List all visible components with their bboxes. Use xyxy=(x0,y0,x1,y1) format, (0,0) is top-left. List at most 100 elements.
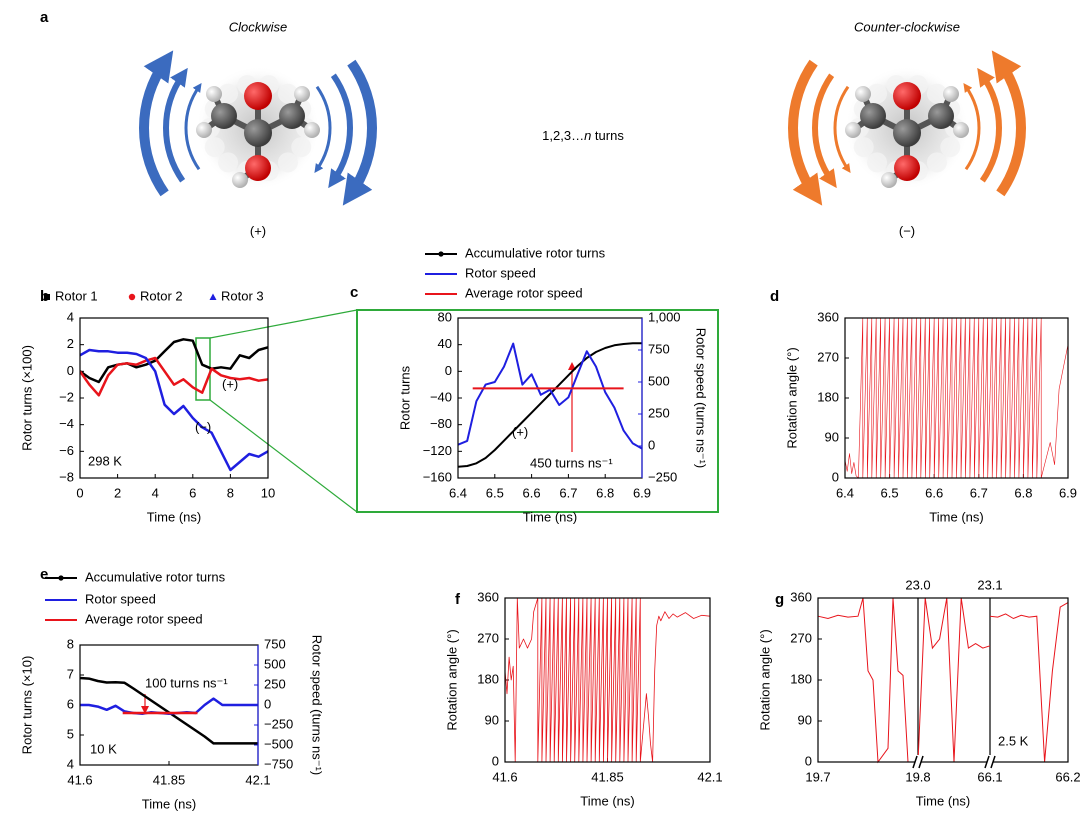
axis-break xyxy=(984,755,990,769)
annotation: 2.5 K xyxy=(998,733,1029,748)
atom-c xyxy=(860,103,886,129)
ghost-atom xyxy=(853,137,874,158)
y2-tick-label: 750 xyxy=(264,636,286,651)
x-axis-label: Time (ns) xyxy=(142,796,196,811)
series-line xyxy=(458,342,642,450)
legend-swatch xyxy=(58,575,64,581)
y2-tick-label: 0 xyxy=(648,437,655,452)
atom-h xyxy=(294,86,310,102)
y2-tick-label: −750 xyxy=(264,756,293,771)
x-tick-label: 6.8 xyxy=(1014,485,1032,500)
x-axis-label: Time (ns) xyxy=(929,509,983,524)
arrow-head xyxy=(141,706,149,714)
series-line xyxy=(845,318,1068,478)
zoom-connector xyxy=(209,399,358,513)
rotation-arrow xyxy=(991,50,1026,197)
y-tick-label: −2 xyxy=(59,389,74,404)
panel-letter: c xyxy=(350,284,358,301)
center-label-part: n xyxy=(584,128,591,143)
molecule-drawings xyxy=(139,50,1026,206)
panel-letter: f xyxy=(455,591,461,608)
x-tick-label: 6.5 xyxy=(486,485,504,500)
y-tick-label: 270 xyxy=(817,349,839,364)
y-tick-label: 90 xyxy=(798,712,812,727)
y-axis-label: Rotor turns xyxy=(397,365,412,430)
atom-h xyxy=(206,86,222,102)
rotation-arrow xyxy=(833,85,851,173)
legend-label: Accumulative rotor turns xyxy=(465,245,606,260)
atom-c xyxy=(928,103,954,129)
y-tick-label: −8 xyxy=(59,469,74,484)
atom-h xyxy=(953,122,969,138)
y-tick-label: 6 xyxy=(67,696,74,711)
y-tick-label: 180 xyxy=(477,671,499,686)
legend-label: Rotor speed xyxy=(85,591,156,606)
ghost-atom xyxy=(204,137,225,158)
x-tick-label: 41.6 xyxy=(67,772,92,787)
y-tick-label: 180 xyxy=(817,389,839,404)
y2-tick-label: 500 xyxy=(648,373,670,388)
y-tick-label: 8 xyxy=(67,636,74,651)
legend-label: Average rotor speed xyxy=(85,611,203,626)
x-tick-label: 19.7 xyxy=(805,769,830,784)
y-tick-label: 180 xyxy=(790,671,812,686)
y-tick-label: 7 xyxy=(67,666,74,681)
zoom-frame xyxy=(356,309,719,513)
legend-swatch xyxy=(44,294,50,300)
y2-tick-label: 500 xyxy=(264,656,286,671)
legend-label: Rotor speed xyxy=(465,265,536,280)
zoom-connector xyxy=(209,309,358,339)
rotation-arrow xyxy=(314,85,332,173)
x-tick-label: 6.4 xyxy=(836,485,854,500)
series-line xyxy=(505,598,710,762)
atom-o xyxy=(245,155,271,181)
ghost-atom xyxy=(940,137,961,158)
plot-frame xyxy=(844,317,1069,479)
y-tick-label: 270 xyxy=(790,630,812,645)
y-tick-label: 4 xyxy=(67,309,74,324)
x-axis-label: Time (ns) xyxy=(916,793,970,808)
series-line xyxy=(80,348,268,472)
rotation-arrow xyxy=(328,73,353,189)
x-tick-label: 10 xyxy=(261,485,275,500)
y-tick-label: 4 xyxy=(67,756,74,771)
y2-axis-label: Rotor speed (turns ns⁻¹) xyxy=(694,328,709,469)
y-tick-label: 360 xyxy=(817,309,839,324)
left-sign: (+) xyxy=(250,223,266,238)
atom-c xyxy=(244,119,272,147)
y-tick-label: 0 xyxy=(492,753,499,768)
x-tick-label: 6.7 xyxy=(970,485,988,500)
y-tick-label: −40 xyxy=(430,389,452,404)
y-axis-label: Rotation angle (°) xyxy=(784,347,799,448)
x-tick-label: 4 xyxy=(152,485,159,500)
legend-label: Average rotor speed xyxy=(465,285,583,300)
x-tick-label: 6.6 xyxy=(523,485,541,500)
x-axis-label: Time (ns) xyxy=(523,509,577,524)
x-tick-label: 6.9 xyxy=(1059,485,1077,500)
axis-break xyxy=(990,755,996,769)
atom-c xyxy=(279,103,305,129)
atom-h xyxy=(232,172,248,188)
y-axis-label: Rotor turns (×10) xyxy=(19,656,34,755)
series-line xyxy=(80,356,268,397)
y2-tick-label: 750 xyxy=(648,341,670,356)
y-tick-label: 0 xyxy=(67,363,74,378)
series-line xyxy=(989,602,1069,763)
series-line xyxy=(458,342,642,468)
atom-h xyxy=(881,172,897,188)
rotation-arrow xyxy=(184,83,202,171)
ghost-atom xyxy=(277,152,298,173)
ghost-atom xyxy=(291,137,312,158)
atom-h xyxy=(855,86,871,102)
y2-tick-label: 250 xyxy=(264,676,286,691)
y-tick-label: −80 xyxy=(430,416,452,431)
rotation-arrow xyxy=(163,67,188,183)
x-tick-label: 19.8 xyxy=(905,769,930,784)
center-label-part: 1,2,3… xyxy=(542,128,584,143)
plot-frame xyxy=(79,317,269,479)
annotation: 450 turns ns⁻¹ xyxy=(530,455,613,470)
x-tick-label: 6.9 xyxy=(633,485,651,500)
y-tick-label: −6 xyxy=(59,443,74,458)
right-sign: (−) xyxy=(899,223,915,238)
